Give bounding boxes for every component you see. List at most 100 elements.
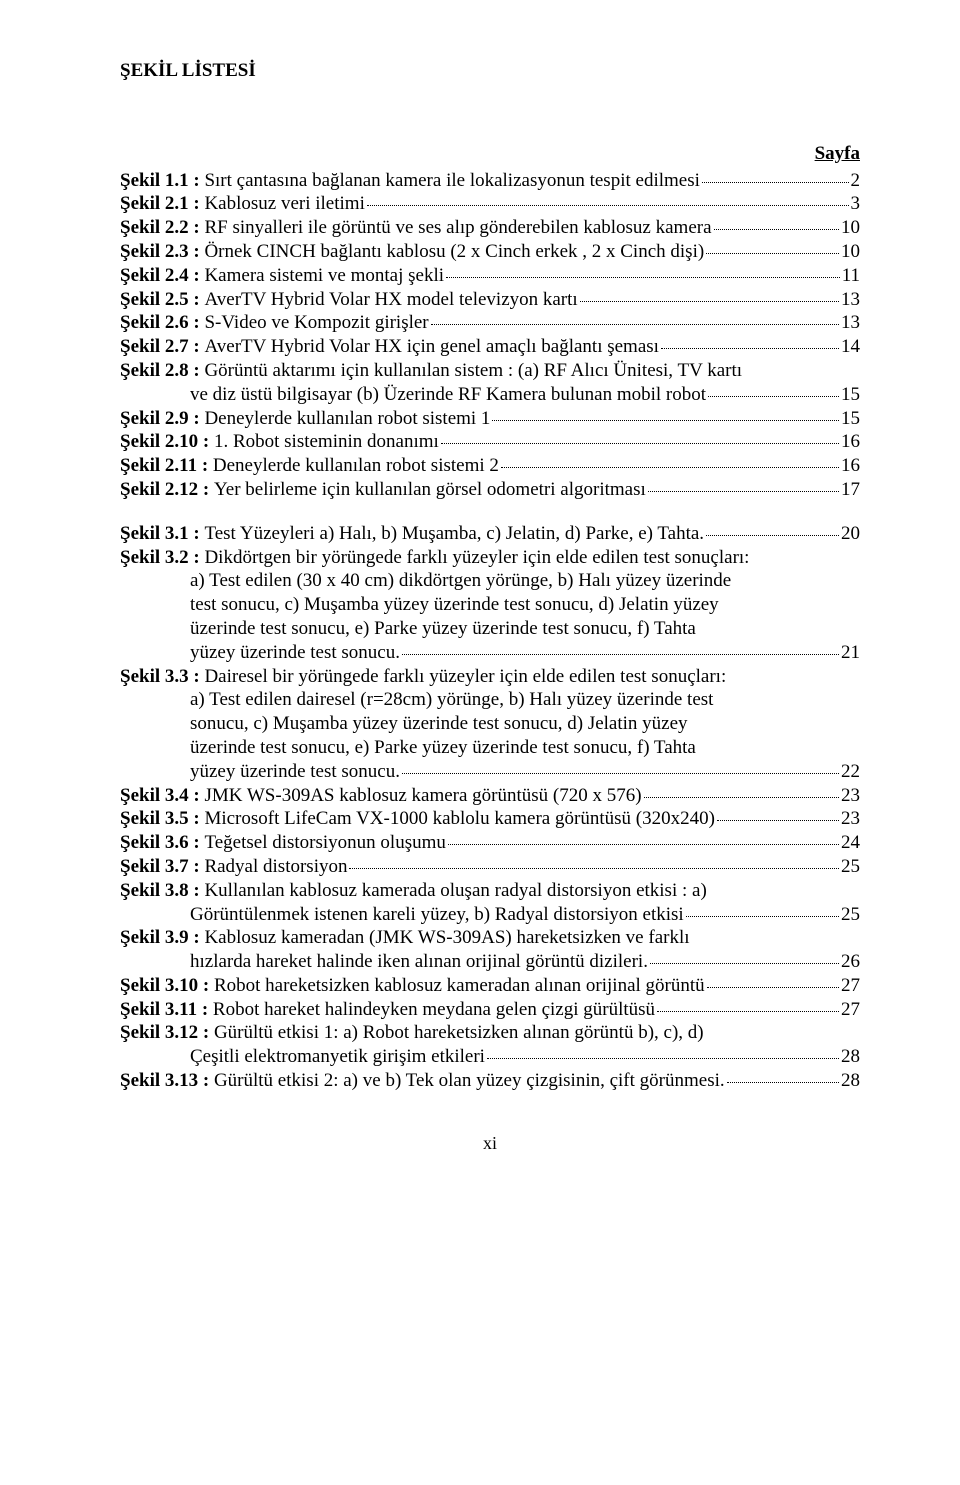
figure-entry: Şekil 3.13 : Gürültü etkisi 2: a) ve b) … (120, 1070, 860, 1093)
figure-label: Şekil 3.9 : (120, 927, 200, 950)
figure-text: Deneylerde kullanılan robot sistemi 1 (204, 408, 490, 431)
figure-label: Şekil 2.2 : (120, 217, 200, 240)
figure-text: hızlarda hareket halinde iken alınan ori… (190, 951, 648, 974)
figure-entry-line: hızlarda hareket halinde iken alınan ori… (120, 951, 860, 974)
leader-dots (702, 182, 849, 183)
figure-text: a) Test edilen dairesel (r=28cm) yörünge… (190, 689, 713, 712)
figure-label: Şekil 2.4 : (120, 265, 200, 288)
figure-entry-line: yüzey üzerinde test sonucu.21 (120, 642, 860, 665)
leader-dots (501, 467, 839, 468)
figure-text: a) Test edilen (30 x 40 cm) dikdörtgen y… (190, 570, 731, 593)
figure-entry-line: Şekil 2.8 : Görüntü aktarımı için kullan… (120, 360, 860, 383)
figure-entry: Şekil 3.12 : Gürültü etkisi 1: a) Robot … (120, 1022, 860, 1069)
figure-text: Test Yüzeyleri a) Halı, b) Muşamba, c) J… (204, 523, 704, 546)
figure-text: Radyal distorsiyon (204, 856, 347, 879)
figure-page: 25 (841, 904, 860, 927)
figure-page: 16 (841, 455, 860, 478)
figure-page: 27 (841, 975, 860, 998)
figure-entry: Şekil 3.11 : Robot hareket halindeyken m… (120, 999, 860, 1022)
figure-entry: Şekil 2.8 : Görüntü aktarımı için kullan… (120, 360, 860, 407)
figure-page: 16 (841, 431, 860, 454)
figure-list: Şekil 1.1 : Sırt çantasına bağlanan kame… (120, 170, 860, 1093)
figure-entry: Şekil 2.2 : RF sinyalleri ile görüntü ve… (120, 217, 860, 240)
leader-dots (648, 491, 839, 492)
figure-label: Şekil 2.5 : (120, 289, 200, 312)
figure-text: Deneylerde kullanılan robot sistemi 2 (213, 455, 499, 478)
figure-page: 26 (841, 951, 860, 974)
figure-entry: Şekil 3.3 : Dairesel bir yörüngede farkl… (120, 666, 860, 784)
figure-entry: Şekil 3.10 : Robot hareketsizken kablosu… (120, 975, 860, 998)
page-title: ŞEKİL LİSTESİ (120, 60, 860, 83)
leader-dots (714, 229, 839, 230)
figure-page: 2 (851, 170, 861, 193)
figure-text: Kullanılan kablosuz kamerada oluşan rady… (204, 880, 706, 903)
figure-label: Şekil 3.7 : (120, 856, 200, 879)
figure-label: Şekil 2.7 : (120, 336, 200, 359)
figure-entry-line: a) Test edilen (30 x 40 cm) dikdörtgen y… (120, 570, 860, 593)
figure-page: 10 (841, 241, 860, 264)
figure-entry: Şekil 3.5 : Microsoft LifeCam VX-1000 ka… (120, 808, 860, 831)
figure-page: 14 (841, 336, 860, 359)
leader-dots (650, 963, 839, 964)
figure-entry-line: Şekil 2.11 : Deneylerde kullanılan robot… (120, 455, 860, 478)
figure-label: Şekil 3.2 : (120, 547, 200, 570)
figure-text: Görüntülenmek istenen kareli yüzey, b) R… (190, 904, 684, 927)
figure-label: Şekil 1.1 : (120, 170, 200, 193)
figure-page: 20 (841, 523, 860, 546)
leader-dots (492, 420, 839, 421)
figure-entry: Şekil 3.2 : Dikdörtgen bir yörüngede far… (120, 547, 860, 665)
figure-text: Görüntü aktarımı için kullanılan sistem … (204, 360, 742, 383)
figure-label: Şekil 3.8 : (120, 880, 200, 903)
figure-page: 15 (841, 384, 860, 407)
leader-dots (657, 1011, 839, 1012)
figure-text: yüzey üzerinde test sonucu. (190, 642, 400, 665)
figure-entry-line: Çeşitli elektromanyetik girişim etkileri… (120, 1046, 860, 1069)
figure-entry-line: Şekil 2.4 : Kamera sistemi ve montaj şek… (120, 265, 860, 288)
figure-entry-line: üzerinde test sonucu, e) Parke yüzey üze… (120, 737, 860, 760)
figure-entry-line: Şekil 3.3 : Dairesel bir yörüngede farkl… (120, 666, 860, 689)
figure-text: Kablosuz kameradan (JMK WS-309AS) hareke… (204, 927, 689, 950)
figure-entry-line: sonucu, c) Muşamba yüzey üzerinde test s… (120, 713, 860, 736)
leader-dots (580, 301, 839, 302)
leader-dots (706, 535, 839, 536)
figure-text: üzerinde test sonucu, e) Parke yüzey üze… (190, 618, 696, 641)
figure-label: Şekil 3.6 : (120, 832, 200, 855)
figure-text: Teğetsel distorsiyonun oluşumu (204, 832, 445, 855)
figure-text: AverTV Hybrid Volar HX için genel amaçlı… (204, 336, 658, 359)
figure-entry-line: Şekil 3.9 : Kablosuz kameradan (JMK WS-3… (120, 927, 860, 950)
figure-text: Robot hareket halindeyken meydana gelen … (213, 999, 655, 1022)
figure-entry-line: Şekil 2.1 : Kablosuz veri iletimi3 (120, 193, 860, 216)
figure-entry: Şekil 2.6 : S-Video ve Kompozit girişler… (120, 312, 860, 335)
figure-text: Gürültü etkisi 1: a) Robot hareketsizken… (214, 1022, 704, 1045)
figure-entry-line: Şekil 3.12 : Gürültü etkisi 1: a) Robot … (120, 1022, 860, 1045)
figure-entry-line: Şekil 2.6 : S-Video ve Kompozit girişler… (120, 312, 860, 335)
figure-label: Şekil 3.13 : (120, 1070, 209, 1093)
figure-text: Kamera sistemi ve montaj şekli (204, 265, 444, 288)
figure-text: Çeşitli elektromanyetik girişim etkileri (190, 1046, 485, 1069)
figure-text: S-Video ve Kompozit girişler (204, 312, 428, 335)
page-number: xi (120, 1133, 860, 1155)
figure-label: Şekil 2.3 : (120, 241, 200, 264)
figure-text: 1. Robot sisteminin donanımı (214, 431, 439, 454)
figure-entry-line: Şekil 3.8 : Kullanılan kablosuz kamerada… (120, 880, 860, 903)
figure-text: üzerinde test sonucu, e) Parke yüzey üze… (190, 737, 696, 760)
figure-entry-line: Şekil 2.9 : Deneylerde kullanılan robot … (120, 408, 860, 431)
figure-entry-line: Şekil 3.2 : Dikdörtgen bir yörüngede far… (120, 547, 860, 570)
figure-entry: Şekil 3.4 : JMK WS-309AS kablosuz kamera… (120, 785, 860, 808)
figure-page: 3 (851, 193, 861, 216)
figure-entry-line: Şekil 2.10 : 1. Robot sisteminin donanım… (120, 431, 860, 454)
figure-label: Şekil 3.4 : (120, 785, 200, 808)
figure-label: Şekil 3.10 : (120, 975, 209, 998)
leader-dots (448, 844, 839, 845)
figure-entry-line: Şekil 3.1 : Test Yüzeyleri a) Halı, b) M… (120, 523, 860, 546)
figure-entry-line: Şekil 3.6 : Teğetsel distorsiyonun oluşu… (120, 832, 860, 855)
figure-page: 23 (841, 785, 860, 808)
figure-entry: Şekil 1.1 : Sırt çantasına bağlanan kame… (120, 170, 860, 193)
figure-entry-line: Şekil 2.5 : AverTV Hybrid Volar HX model… (120, 289, 860, 312)
leader-dots (431, 324, 839, 325)
leader-dots (446, 277, 840, 278)
leader-dots (487, 1058, 839, 1059)
figure-entry-line: Şekil 2.7 : AverTV Hybrid Volar HX için … (120, 336, 860, 359)
figure-page: 28 (841, 1046, 860, 1069)
figure-entry-line: test sonucu, c) Muşamba yüzey üzerinde t… (120, 594, 860, 617)
